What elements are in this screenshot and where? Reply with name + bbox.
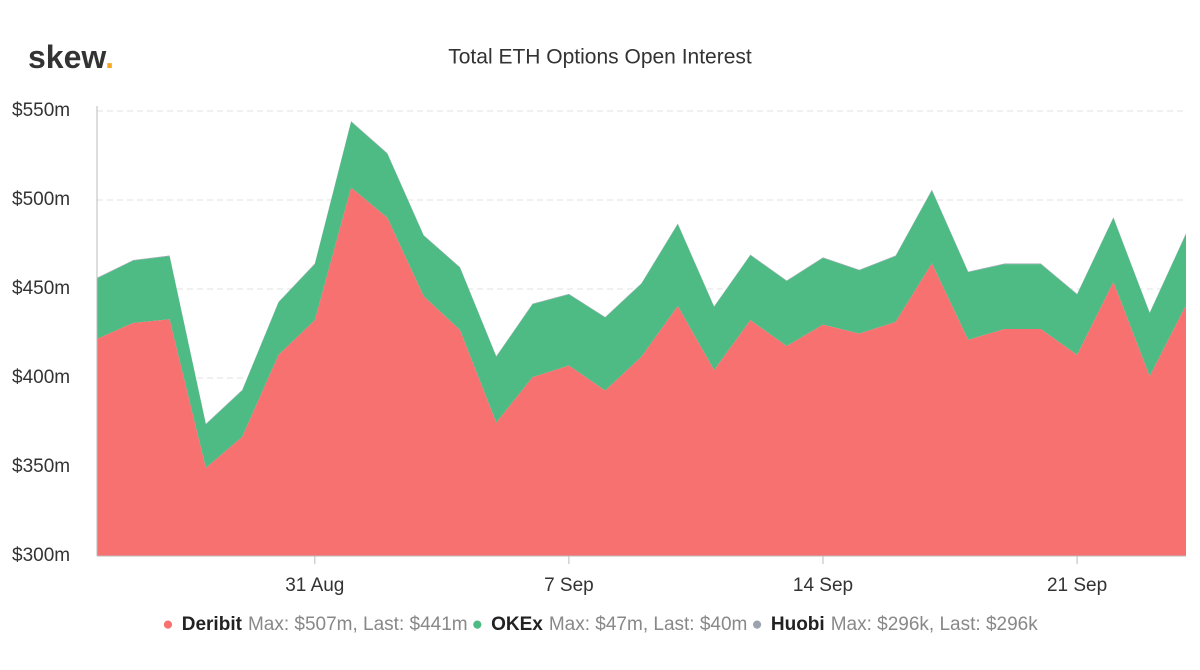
legend-name: OKEx	[491, 614, 543, 635]
legend-summary: Max: $507m, Last: $441m	[248, 614, 468, 635]
legend-summary: Max: $296k, Last: $296k	[831, 614, 1039, 635]
area	[97, 187, 1186, 557]
x-tick-label: 7 Sep	[544, 575, 594, 596]
area	[97, 121, 1186, 468]
y-tick-label: $350m	[12, 456, 70, 477]
legend-summary: Max: $47m, Last: $40m	[549, 614, 748, 635]
legend-marker: ●	[751, 614, 762, 635]
y-tick-label: $500m	[12, 189, 70, 210]
x-tick-label: 21 Sep	[1047, 575, 1107, 596]
logo-dot: .	[105, 39, 114, 75]
x-tick-label: 31 Aug	[285, 575, 344, 596]
legend-marker: ●	[472, 614, 483, 635]
legend-marker: ●	[162, 614, 173, 635]
legend-name: Huobi	[771, 614, 825, 635]
x-tick-label: 14 Sep	[793, 575, 853, 596]
y-tick-label: $450m	[12, 278, 70, 299]
logo-text: skew	[28, 39, 106, 75]
y-tick-label: $300m	[12, 545, 70, 566]
y-tick-label: $400m	[12, 367, 70, 388]
legend: ● Deribit Max: $507m, Last: $441m ● OKEx Max:…	[162, 614, 1038, 635]
logo: skew.	[28, 39, 114, 75]
y-tick-label: $550m	[12, 100, 70, 121]
chart-title: Total ETH Options Open Interest	[448, 46, 752, 69]
legend-name: Deribit	[182, 614, 243, 635]
